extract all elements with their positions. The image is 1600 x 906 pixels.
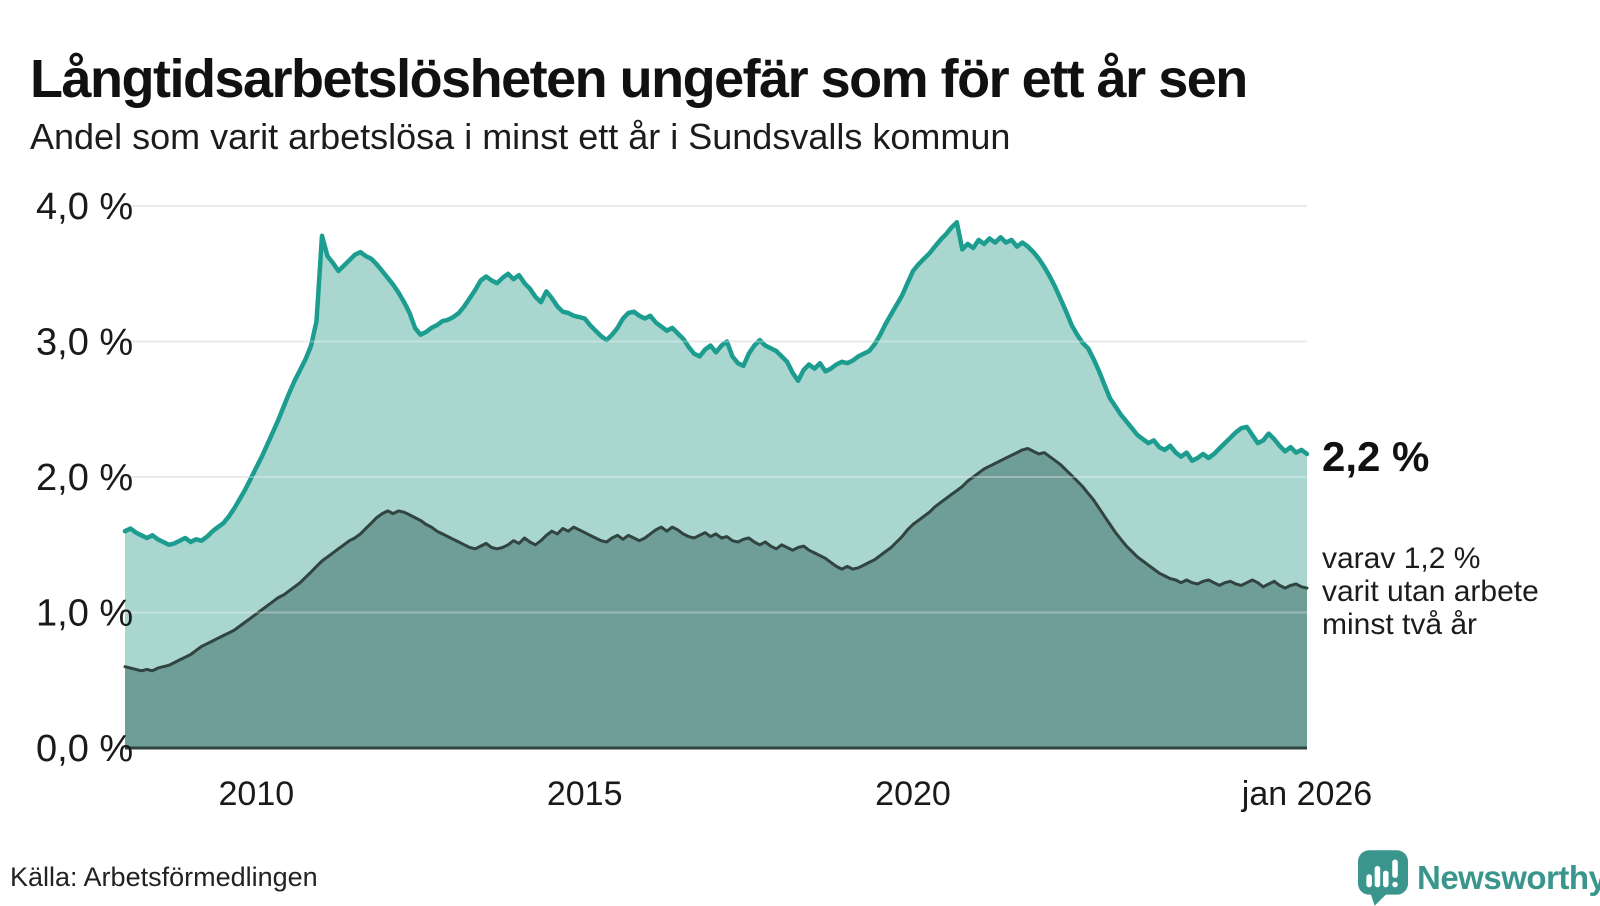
newsworthy-logo-icon	[1358, 850, 1408, 906]
page-title: Långtidsarbetslösheten ungefär som för e…	[30, 49, 1248, 110]
series-twoyear-line	[123, 447, 1309, 673]
x-tick-label: 2010	[219, 775, 295, 813]
logo-bar-2	[1374, 865, 1381, 888]
series-twoyear-area	[125, 448, 1307, 748]
latest-total-value-label: 2,2 %	[1322, 433, 1429, 480]
areas-layer	[122, 220, 1310, 749]
logo-bar-3	[1383, 870, 1389, 888]
logo-bubble-shape	[1358, 850, 1408, 895]
area-chart: 0,0 % 1,0 % 2,0 % 3,0 % 4,0 % 2010 2015 2020 ja…	[36, 186, 1539, 813]
y-tick-label: 2,0 %	[36, 457, 133, 499]
brand-name: Newsworthy	[1417, 859, 1600, 896]
logo-exclamation-dot	[1392, 881, 1398, 888]
x-tick-label: jan 2026	[1241, 775, 1372, 813]
logo-bar-1	[1366, 874, 1372, 888]
y-tick-label: 1,0 %	[36, 593, 133, 635]
twoyear-annotation-line3: minst två år	[1322, 608, 1477, 641]
y-tick-label: 4,0 %	[36, 186, 133, 228]
page-subtitle: Andel som varit arbetslösa i minst ett å…	[30, 116, 1011, 157]
series-total-line	[122, 220, 1310, 548]
x-axis-labels: 2010 2015 2020 jan 2026	[219, 775, 1373, 813]
source-note: Källa: Arbetsförmedlingen	[10, 862, 318, 892]
newsworthy-brand: Newsworthy	[1358, 850, 1600, 906]
annotations-layer: 2,2 % varav 1,2 % varit utan arbete mins…	[1322, 433, 1539, 641]
logo-bubble-tail	[1370, 891, 1389, 906]
x-tick-label: 2015	[547, 775, 623, 813]
gridline-overlay-layer	[125, 205, 1307, 614]
y-tick-label: 0,0 %	[36, 728, 133, 770]
logo-exclamation-stroke	[1392, 859, 1398, 878]
twoyear-annotation-line2: varit utan arbete	[1322, 575, 1539, 608]
twoyear-annotation-line1: varav 1,2 %	[1322, 542, 1480, 575]
y-tick-label: 3,0 %	[36, 322, 133, 364]
x-tick-label: 2020	[875, 775, 951, 813]
y-axis-labels: 0,0 % 1,0 % 2,0 % 3,0 % 4,0 %	[36, 186, 133, 770]
